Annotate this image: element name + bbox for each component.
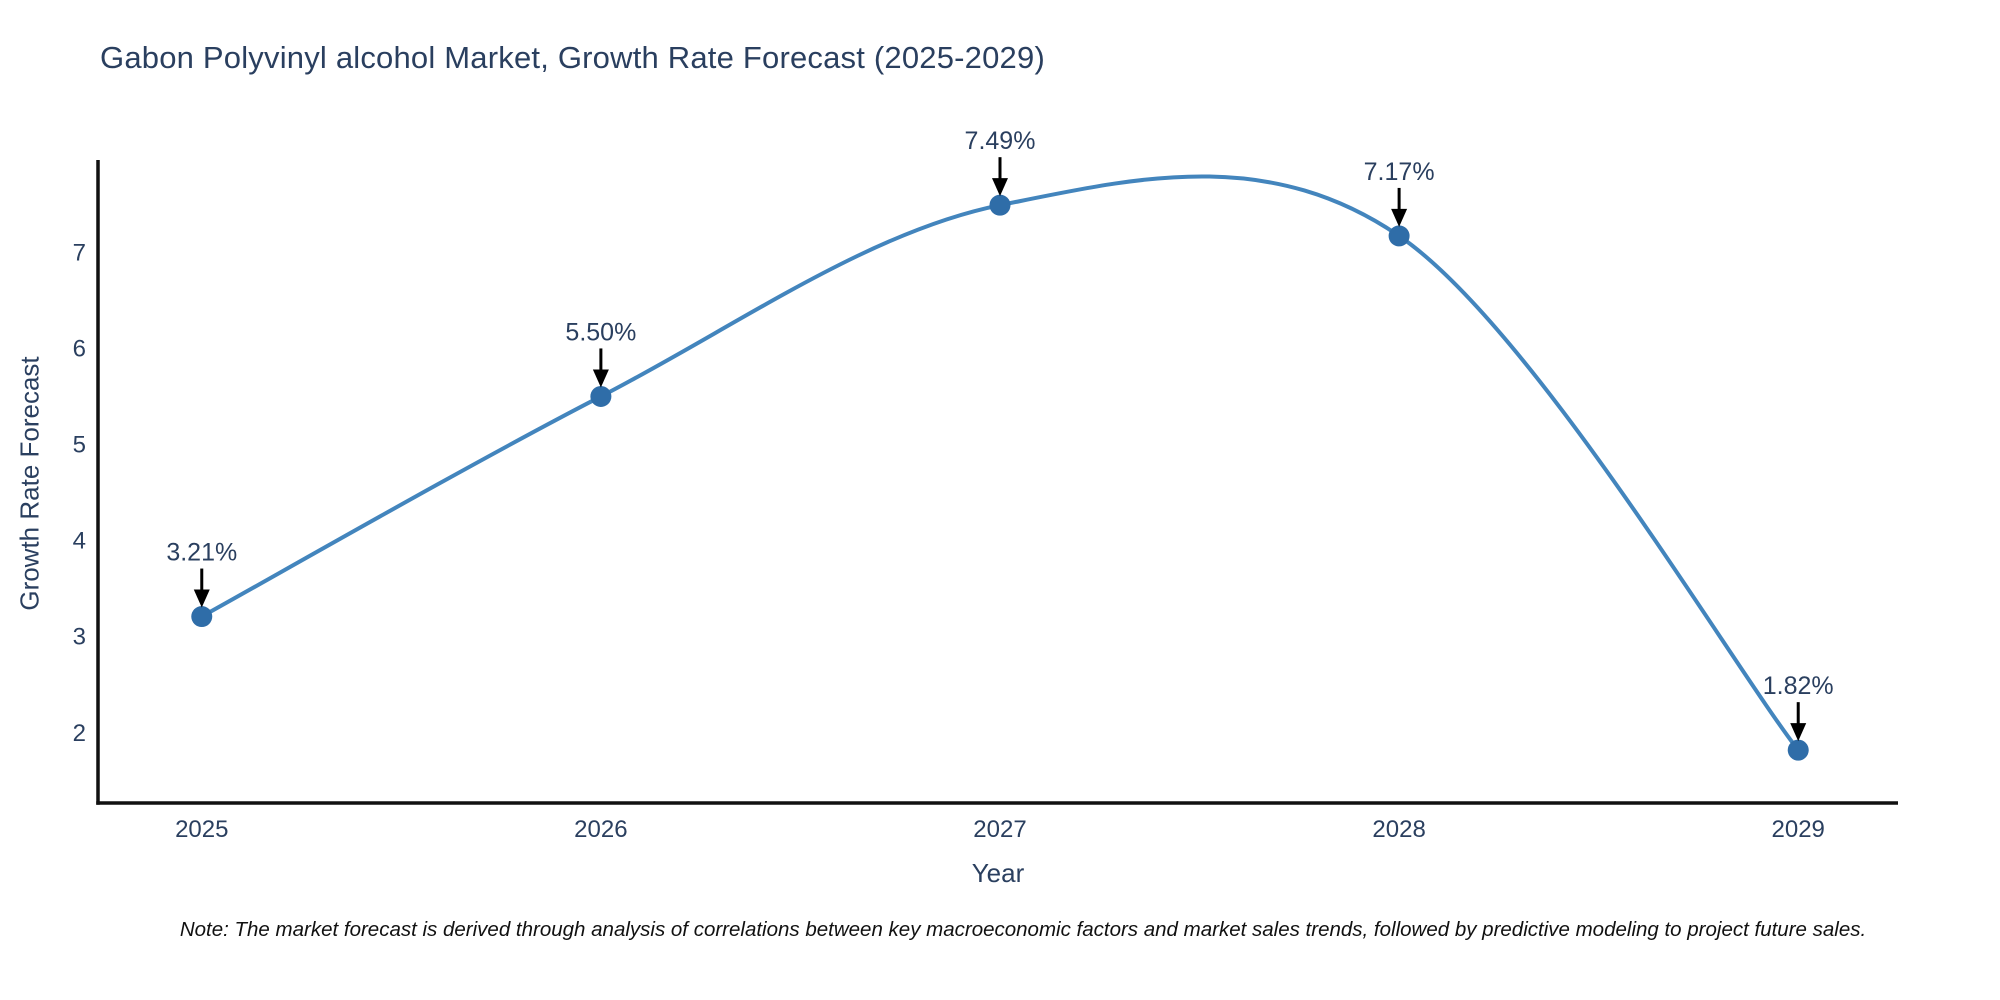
data-point-label: 7.17% bbox=[1364, 158, 1435, 186]
data-point-marker bbox=[1787, 739, 1809, 761]
annotation-arrow-head bbox=[193, 589, 210, 608]
data-point-label: 5.50% bbox=[565, 318, 636, 346]
data-point-label: 7.49% bbox=[965, 127, 1036, 155]
y-axis-title: Growth Rate Forecast bbox=[14, 356, 45, 611]
y-tick-label: 2 bbox=[73, 720, 86, 747]
data-point-label: 3.21% bbox=[166, 539, 237, 567]
y-tick-label: 5 bbox=[73, 431, 86, 458]
annotation-arrow-head bbox=[991, 178, 1008, 197]
y-tick-label: 4 bbox=[73, 528, 86, 555]
annotation-arrow-head bbox=[1391, 208, 1408, 227]
y-tick-label: 7 bbox=[73, 239, 86, 266]
x-tick-label: 2026 bbox=[574, 816, 627, 843]
annotation-arrow-head bbox=[592, 369, 609, 388]
x-tick-label: 2025 bbox=[175, 816, 228, 843]
annotation-arrow-head bbox=[1790, 723, 1807, 742]
data-point-marker bbox=[191, 606, 213, 628]
x-tick-label: 2028 bbox=[1372, 816, 1425, 843]
x-axis-title: Year bbox=[971, 858, 1025, 888]
chart-note: Note: The market forecast is derived thr… bbox=[179, 918, 1867, 941]
data-point-marker bbox=[590, 385, 612, 407]
y-tick-label: 6 bbox=[73, 335, 86, 362]
data-point-marker bbox=[1388, 225, 1410, 247]
x-tick-label: 2027 bbox=[973, 816, 1026, 843]
x-tick-label: 2029 bbox=[1772, 816, 1825, 843]
forecast-line bbox=[200, 174, 1800, 752]
data-point-marker bbox=[989, 194, 1011, 216]
data-point-label: 1.82% bbox=[1763, 672, 1834, 700]
y-tick-label: 3 bbox=[73, 624, 86, 651]
chart-title: Gabon Polyvinyl alcohol Market, Growth R… bbox=[100, 40, 1045, 75]
